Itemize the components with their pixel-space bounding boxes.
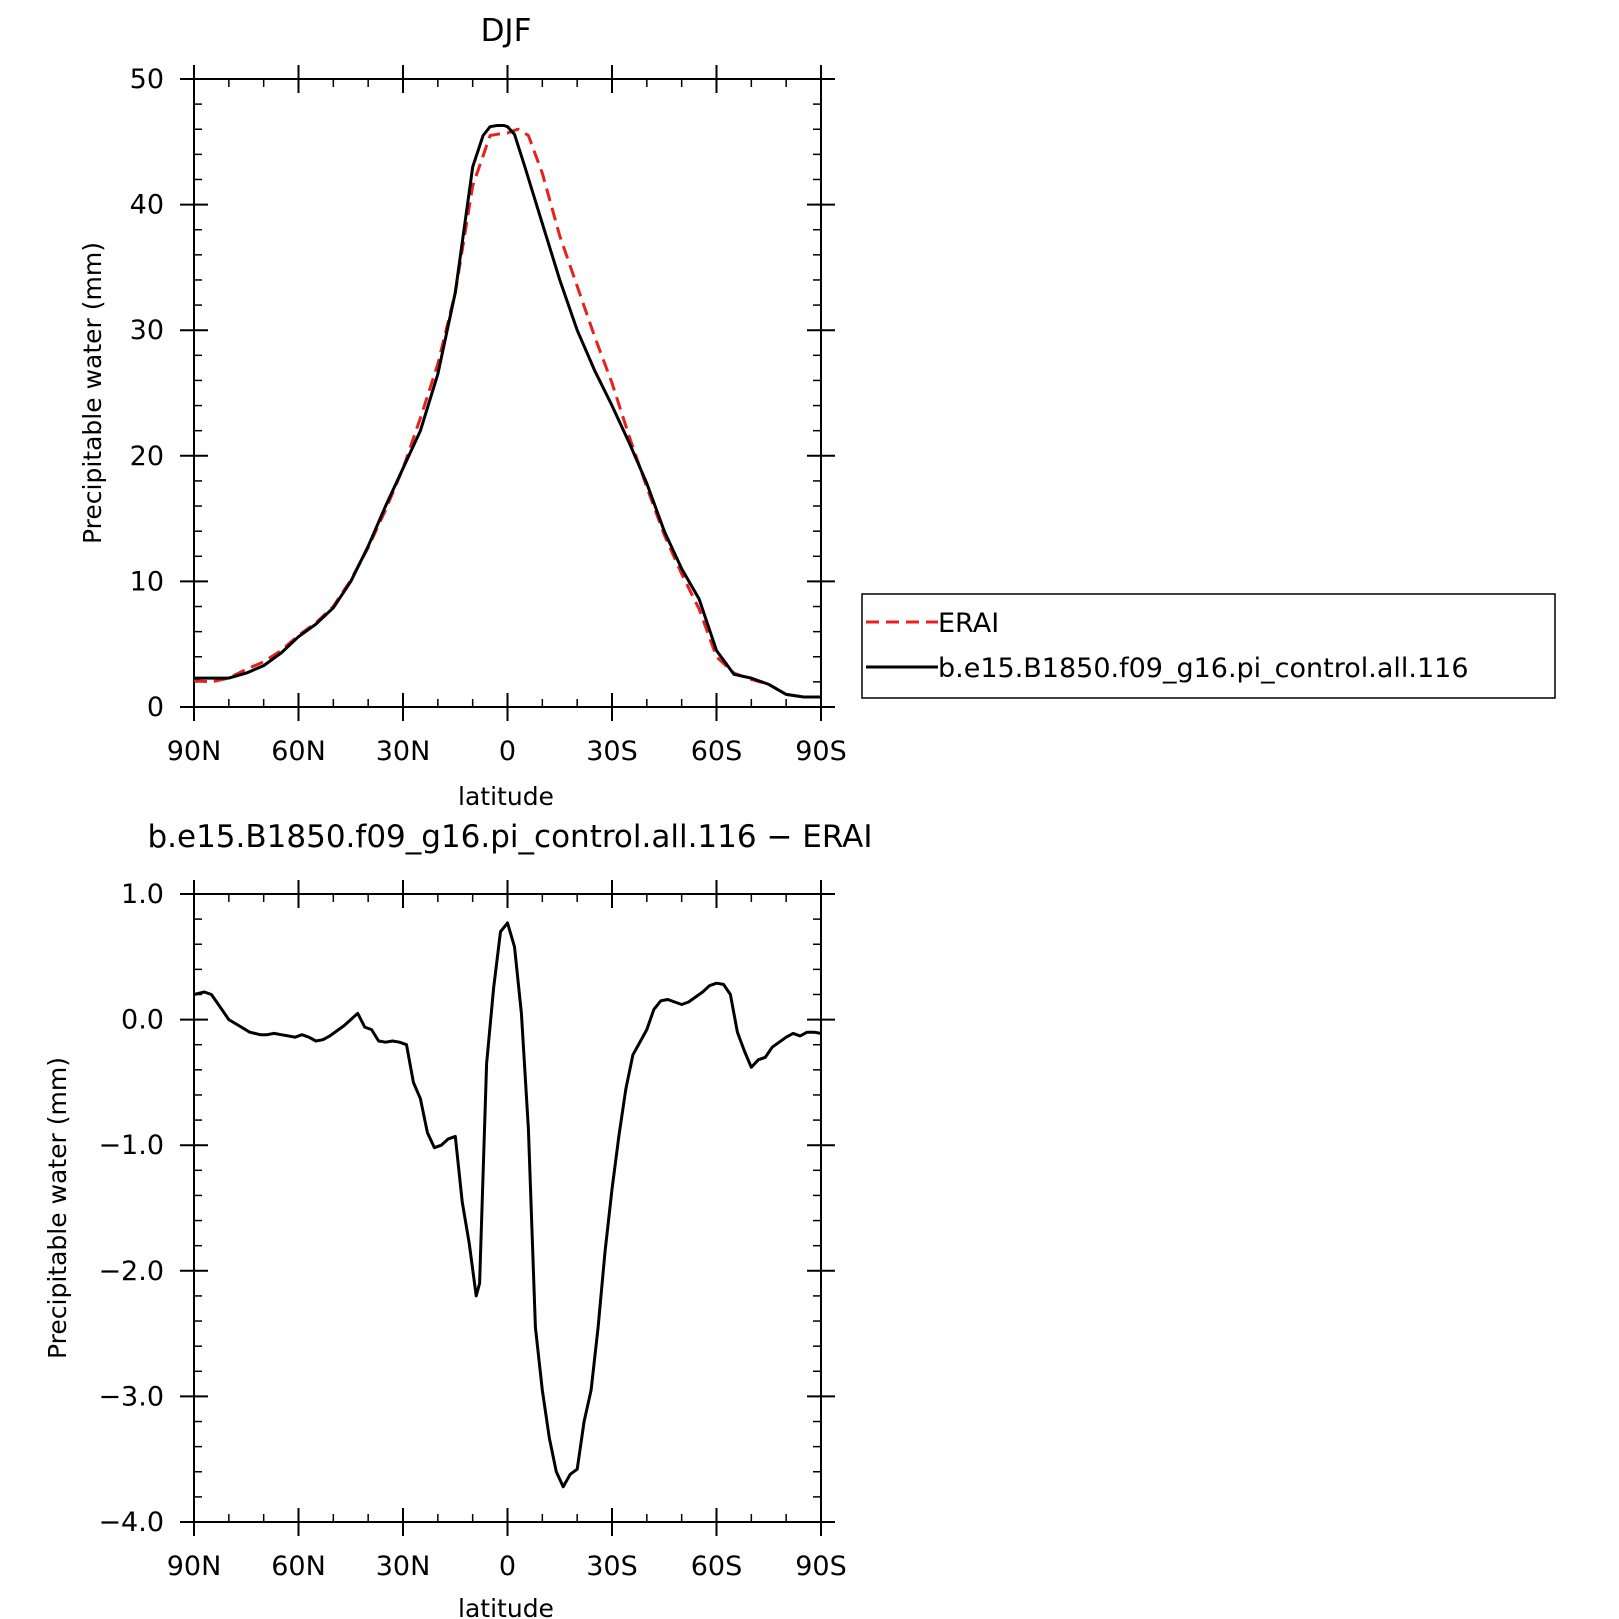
y-tick-label: −4.0 [98,1507,164,1538]
y-tick-label: 1.0 [121,879,164,910]
series-group [193,921,822,1489]
series-line-erai [193,127,821,699]
x-tick-label: 30N [376,1551,431,1582]
x-ticks: 90N 60N 30N 0 30S 60S 90S [167,65,847,767]
y-tick-label: 20 [130,441,164,472]
y-tick-label: −2.0 [98,1256,164,1287]
y-axis-label: Precipitable water (mm) [78,242,107,544]
plot-frame [193,78,822,708]
y-tick-label: 30 [130,315,164,346]
x-tick-label: 30S [586,736,638,767]
x-tick-label: 90N [167,1551,222,1582]
x-tick-label: 0 [499,1551,516,1582]
x-tick-label: 90N [167,736,222,767]
x-tick-label: 90S [795,736,847,767]
legend-label-model: b.e15.B1850.f09_g16.pi_control.all.116 [938,653,1469,684]
y-axis-label: Precipitable water (mm) [43,1057,72,1359]
y-tick-label: −1.0 [98,1130,164,1161]
y-tick-label: 10 [130,566,164,597]
chart-top: DJF 0 10 20 30 40 50 90N 60N 30N 0 30S 60S 90S lati… [78,13,1556,811]
x-tick-label: 60N [271,736,326,767]
x-ticks: 90N 60N 30N 0 30S 60S 90S [167,880,847,1582]
chart-title: DJF [481,13,532,49]
x-tick-label: 60N [271,1551,326,1582]
series-line-b-e15-b1850-f09-g16-pi-control-all-116 [194,124,821,699]
x-tick-label: 30S [586,1551,638,1582]
series-group [193,124,821,699]
y-tick-label: 0 [147,692,164,723]
y-ticks: 0 10 20 30 40 50 [130,64,835,723]
x-tick-label: 30N [376,736,431,767]
x-axis-label: latitude [458,782,554,811]
y-tick-label: 50 [130,64,164,95]
x-tick-label: 0 [499,736,516,767]
chart-bottom: b.e15.B1850.f09_g16.pi_control.all.116 −… [43,819,873,1619]
y-ticks: 1.0 0.0 −1.0 −2.0 −3.0 −4.0 [98,879,835,1538]
legend-label-erai: ERAI [938,608,999,639]
y-tick-label: 40 [130,190,164,221]
x-tick-label: 60S [691,736,743,767]
y-tick-label: 0.0 [121,1005,164,1036]
x-tick-label: 90S [795,1551,847,1582]
legend-box [861,593,1556,699]
x-tick-label: 60S [691,1551,743,1582]
x-axis-label: latitude [458,1594,554,1619]
series-line-difference [193,921,822,1489]
y-tick-label: −3.0 [98,1381,164,1412]
chart-title: b.e15.B1850.f09_g16.pi_control.all.116 −… [147,819,872,855]
legend: ERAI b.e15.B1850.f09_g16.pi_control.all.… [861,593,1556,699]
